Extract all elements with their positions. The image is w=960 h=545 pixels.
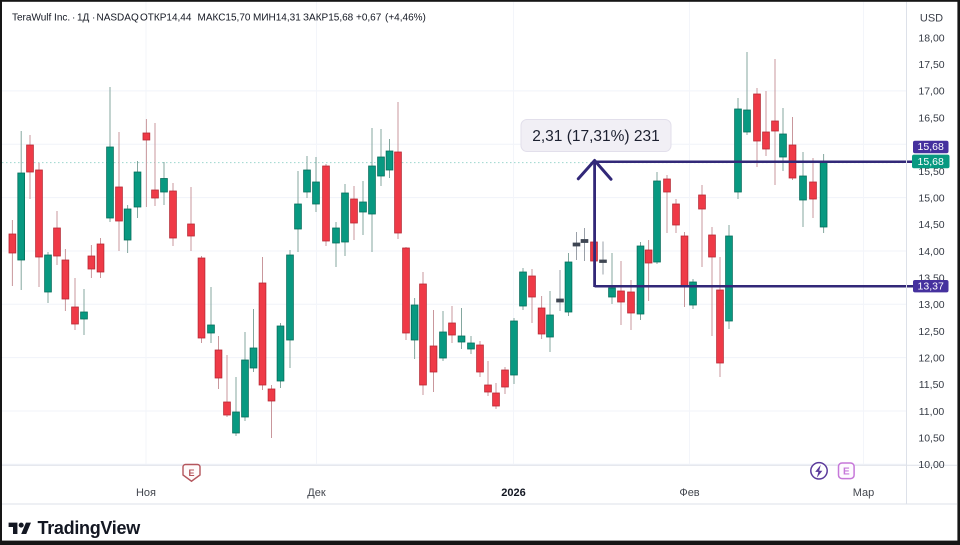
svg-text:NASDAQ: NASDAQ (97, 13, 139, 24)
svg-text:10,00: 10,00 (918, 459, 944, 471)
svg-text:17,50: 17,50 (918, 59, 944, 71)
svg-text:12,00: 12,00 (918, 352, 944, 364)
svg-text:Дек: Дек (307, 487, 326, 499)
svg-text:ОТКР14,44: ОТКР14,44 (140, 13, 192, 24)
svg-text:E: E (843, 467, 850, 478)
svg-text:·: · (92, 13, 95, 24)
svg-text:17,00: 17,00 (918, 86, 944, 98)
svg-text:14,00: 14,00 (918, 246, 944, 258)
svg-text:1Д: 1Д (77, 13, 90, 24)
svg-text:Фев: Фев (679, 487, 699, 499)
svg-text:11,50: 11,50 (919, 379, 945, 391)
svg-text:МИН14,31: МИН14,31 (253, 13, 301, 24)
svg-text:·: · (72, 13, 75, 24)
svg-text:2,31 (17,31%) 231: 2,31 (17,31%) 231 (532, 128, 660, 145)
svg-text:18,00: 18,00 (918, 32, 944, 44)
svg-text:USD: USD (920, 13, 943, 25)
svg-text:Ноя: Ноя (136, 487, 156, 499)
svg-text:13,00: 13,00 (918, 299, 944, 311)
svg-text:15,50: 15,50 (918, 166, 944, 178)
svg-text:2026: 2026 (501, 487, 525, 499)
svg-text:10,50: 10,50 (918, 433, 944, 445)
svg-text:TradingView: TradingView (38, 518, 142, 538)
svg-text:+0,67: +0,67 (356, 13, 382, 24)
svg-text:11,00: 11,00 (919, 406, 945, 418)
svg-text:15,68: 15,68 (918, 141, 944, 153)
svg-text:МАКС15,70: МАКС15,70 (198, 13, 251, 24)
svg-text:12,50: 12,50 (918, 326, 944, 338)
svg-text:Мар: Мар (853, 487, 875, 499)
svg-text:ЗАКР15,68: ЗАКР15,68 (303, 13, 354, 24)
svg-text:TeraWulf Inc.: TeraWulf Inc. (12, 13, 70, 24)
svg-text:15,68: 15,68 (918, 156, 944, 168)
svg-text:13,37: 13,37 (918, 280, 944, 292)
svg-text:E: E (188, 468, 194, 478)
svg-text:(+4,46%): (+4,46%) (385, 13, 426, 24)
svg-text:14,50: 14,50 (918, 219, 944, 231)
svg-text:16,50: 16,50 (918, 112, 944, 124)
svg-text:15,00: 15,00 (918, 192, 944, 204)
